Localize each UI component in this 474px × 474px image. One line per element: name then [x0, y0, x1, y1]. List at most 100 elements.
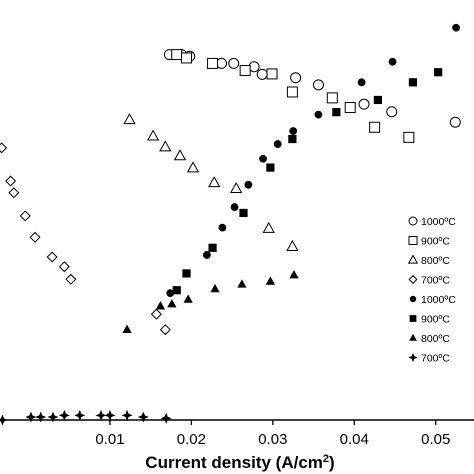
square-open-point [171, 49, 183, 61]
square-filled-point [288, 134, 297, 144]
triangle-open-point [186, 161, 200, 173]
triangle-filled-point [289, 270, 299, 279]
square-open-point [369, 121, 381, 133]
legend-label: 800ºC [421, 255, 450, 267]
star-filled-point [25, 411, 37, 423]
legend-label: 700ºC [421, 275, 450, 287]
square-filled-point [373, 95, 382, 105]
square-filled-point [266, 163, 275, 172]
legend-triangle-filled-icon [409, 333, 417, 341]
circle-open-point [228, 57, 240, 69]
triangle-open-point [123, 113, 136, 125]
x-axis-title-superscript: 2 [323, 453, 329, 465]
x-tick-label: 0.05 [421, 431, 450, 448]
legend-label: 800ºC [421, 333, 450, 345]
star-filled-point [47, 411, 59, 423]
legend-diamond-open-icon [408, 274, 418, 285]
legend-label: 900ºC [421, 236, 450, 248]
square-open-point [326, 92, 338, 104]
legend-square-filled-icon [409, 315, 417, 322]
square-open-point [403, 131, 415, 143]
square-filled-point [408, 78, 418, 87]
legend-triangle-open-icon [407, 254, 419, 264]
legend-label: 1000ºC [421, 294, 456, 306]
circle-open-point [386, 106, 398, 118]
diamond-open-point [0, 142, 8, 154]
diamond-open-point [5, 175, 17, 187]
legend-square-open-icon [408, 236, 418, 245]
square-filled-point [239, 208, 248, 218]
circle-open-point [358, 98, 370, 110]
circle-filled-point [357, 78, 366, 87]
triangle-filled-point [265, 276, 276, 285]
legend-circle-open-icon [408, 216, 418, 226]
circle-filled-point [259, 154, 267, 163]
circle-filled-point [289, 127, 298, 135]
diamond-open-point [29, 231, 41, 243]
triangle-open-point [262, 221, 275, 233]
square-open-point [266, 68, 278, 80]
diamond-open-point [46, 251, 58, 263]
legend-label: 700ºC [421, 353, 450, 365]
circle-filled-point [166, 289, 175, 298]
triangle-filled-point [122, 324, 132, 333]
circle-filled-point [202, 251, 211, 259]
triangle-filled-point [183, 294, 193, 303]
square-filled-point [172, 286, 181, 295]
legend-label: 900ºC [421, 314, 450, 326]
circle-filled-point [452, 23, 460, 32]
star-filled-point [160, 412, 172, 424]
data-points [0, 23, 461, 426]
triangle-filled-point [210, 283, 220, 293]
star-filled-point [74, 409, 86, 421]
circle-filled-point [218, 223, 227, 232]
legend: 1000ºC 900ºC 800ºC 700ºC 1000ºC 900ºC 800ºC 700… [407, 216, 456, 365]
x-axis-title: Current density (A/cm2) [145, 453, 334, 472]
star-filled-point [137, 411, 149, 423]
diamond-open-point [65, 273, 77, 285]
star-filled-point [58, 409, 70, 421]
triangle-open-point [286, 239, 299, 251]
star-filled-point [35, 411, 47, 423]
x-axis-title-end: ) [329, 453, 335, 472]
circle-open-point [449, 116, 461, 128]
triangle-filled-point [155, 301, 166, 310]
square-filled-point [208, 243, 217, 252]
triangle-open-point [230, 181, 243, 193]
circle-filled-point [244, 180, 253, 189]
square-open-point [344, 102, 356, 114]
x-tick-label: 0.04 [340, 431, 369, 448]
diamond-open-point [8, 187, 20, 199]
square-open-point [286, 86, 298, 98]
legend-star-filled-icon [408, 352, 418, 363]
square-open-point [239, 65, 251, 77]
star-filled-point [95, 409, 107, 421]
circle-open-point [312, 79, 324, 91]
x-tick-label: 0.03 [258, 431, 287, 448]
circle-open-point [290, 72, 302, 84]
square-filled-point [434, 68, 443, 77]
circle-open-point [256, 68, 268, 80]
square-filled-point [332, 108, 341, 117]
x-tick-label: 0.01 [95, 431, 124, 448]
triangle-open-point [146, 129, 160, 141]
square-filled-point [182, 269, 191, 278]
star-filled-point [0, 414, 8, 426]
square-open-point [181, 52, 193, 64]
legend-label: 1000ºC [421, 216, 456, 228]
triangle-open-point [173, 149, 187, 161]
circle-filled-point [273, 140, 282, 148]
circle-filled-point [388, 57, 397, 66]
diamond-open-point [150, 308, 162, 320]
x-ticks: 0.01 0.02 0.03 0.04 0.05 [95, 420, 450, 448]
star-filled-point [121, 409, 133, 421]
circle-filled-point [314, 110, 323, 119]
triangle-open-point [208, 176, 221, 188]
x-axis-title-text: Current density (A/cm [145, 453, 323, 472]
diamond-open-point [159, 324, 171, 336]
x-tick-label: 0.02 [177, 431, 206, 448]
triangle-filled-point [237, 279, 247, 288]
triangle-filled-point [167, 299, 177, 308]
square-open-point [207, 57, 219, 69]
